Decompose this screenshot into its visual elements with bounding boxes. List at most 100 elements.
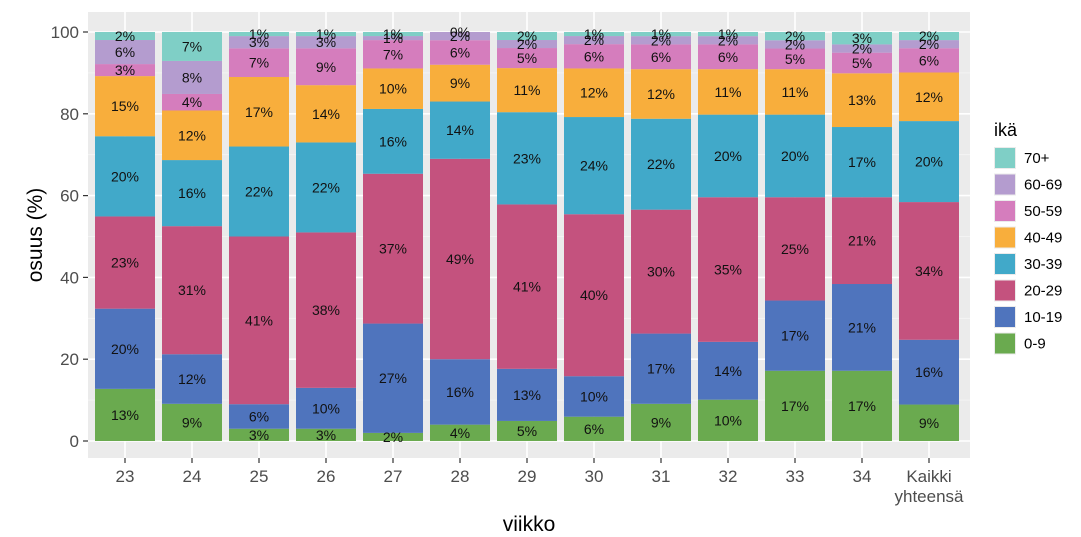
data-label: 14% [714,363,742,379]
data-label: 14% [446,122,474,138]
bar-segment-70+-34 [832,32,892,45]
bar-segment-10-19-28 [430,359,490,425]
data-label: 37% [379,241,407,257]
data-label: 6% [249,408,269,424]
data-label: 23% [513,150,541,166]
legend-swatch-30-39 [995,254,1015,274]
data-label: 9% [919,415,939,431]
bar-segment-0-9-26 [296,428,356,441]
bar-segment-50-59-Kaikki-yhteensä [899,48,959,73]
data-label: 17% [245,104,273,120]
bar-segment-10-19-32 [698,341,758,400]
bar-segment-60-69-28 [430,32,490,41]
bar-segment-70+-33 [765,32,825,41]
bar-segment-0-9-23 [95,388,155,441]
data-label: 17% [781,328,809,344]
bar-segment-20-29-25 [229,236,289,405]
y-tick-label: 80 [60,105,79,124]
data-label: 6% [919,52,939,68]
data-label: 2% [651,32,671,48]
bar-segment-50-59-25 [229,48,289,77]
data-label: 2% [718,32,738,48]
bar-segment-50-59-34 [832,52,892,74]
bar-segment-30-39-27 [363,108,423,174]
bar-segment-10-19-31 [631,333,691,404]
bar-segment-60-69-34 [832,44,892,53]
bar-segment-0-9-34 [832,370,892,441]
bar-segment-60-69-31 [631,36,691,45]
bar-segment-10-19-29 [497,368,557,421]
bar-segment-70+-30 [564,32,624,37]
legend-swatch-70+ [995,148,1015,168]
bar-segment-0-9-28 [430,424,490,441]
y-tick-label: 0 [70,432,79,451]
legend-swatch-20-29 [995,280,1015,301]
bar-segment-30-39-29 [497,112,557,205]
bar-segment-20-29-23 [95,216,155,309]
data-label: 24% [580,158,608,174]
bar-segment-50-59-26 [296,48,356,86]
bar-segment-60-69-29 [497,40,557,49]
bar-segment-20-29-Kaikki-yhteensä [899,202,959,340]
data-label: 41% [245,312,273,328]
bar-segment-40-49-34 [832,73,892,128]
legend-label: 70+ [1024,150,1050,167]
x-tick-label: 28 [451,467,470,486]
data-label: 6% [584,48,604,64]
data-label: 20% [111,168,139,184]
legend-swatch-0-9 [995,333,1015,354]
bar-segment-0-9-32 [698,399,758,441]
x-tick-label: 27 [384,467,403,486]
bar-segment-70+-29 [497,32,557,41]
x-tick-label: 33 [786,467,805,486]
bar-segment-50-59-30 [564,44,624,69]
data-label: 4% [450,425,470,441]
bar-segment-70+-27 [363,32,423,37]
bar-segment-40-49-26 [296,85,356,143]
bar-segment-0-9-25 [229,428,289,441]
data-label: 20% [781,148,809,164]
data-label: 16% [446,384,474,400]
data-label: 17% [848,398,876,414]
bar-segment-50-59-28 [430,40,490,65]
data-label: 16% [915,364,943,380]
data-label: 3% [249,34,269,50]
data-label: 11% [715,84,742,100]
bar-segment-70+-24 [162,32,222,61]
data-label: 1% [584,26,604,42]
data-label: 13% [513,387,541,403]
bar-segment-0-9-30 [564,416,624,441]
bar-segment-20-29-26 [296,232,356,388]
data-label: 2% [115,28,135,44]
data-label: 1% [383,26,403,42]
bar-segment-70+-26 [296,32,356,37]
data-label: 9% [316,59,336,75]
bar-segment-0-9-Kaikki-yhteensä [899,404,959,441]
bar-segment-60-69-33 [765,40,825,49]
data-label: 3% [316,34,336,50]
bar-segment-20-29-33 [765,197,825,301]
bar-segment-10-19-27 [363,323,423,433]
data-label: 22% [647,156,675,172]
data-label: 49% [446,251,474,267]
data-label: 14% [312,106,340,122]
legend-swatch-50-59 [995,201,1015,221]
data-label: 5% [852,55,872,71]
legend-label: 50-59 [1024,203,1062,220]
data-label: 10% [379,81,407,97]
bar-segment-20-29-32 [698,197,758,342]
data-label: 4% [182,94,202,110]
data-label: 10% [312,400,340,416]
bar-segment-10-19-Kaikki-yhteensä [899,339,959,405]
data-label: 5% [517,423,537,439]
data-label: 9% [182,414,202,430]
legend-swatch-10-19 [995,307,1015,327]
data-label: 10% [714,412,742,428]
data-label: 35% [714,262,742,278]
bar-segment-0-9-27 [363,432,423,441]
bar-segment-60-69-30 [564,36,624,45]
data-label: 1% [249,26,269,42]
bar-segment-50-59-32 [698,44,758,70]
bar-segment-40-49-25 [229,76,289,147]
